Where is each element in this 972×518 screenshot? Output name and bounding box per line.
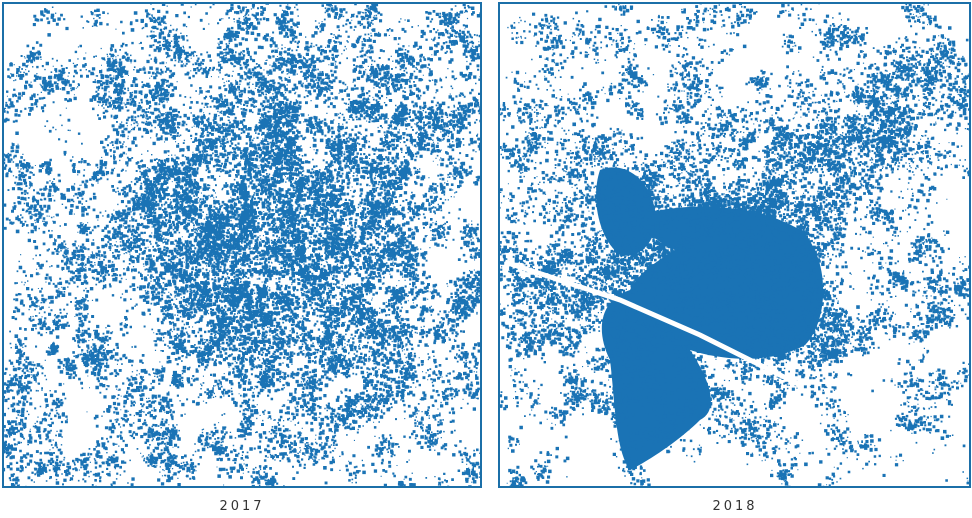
map-panel (472, 0, 972, 500)
panel-label: 2018 (712, 499, 757, 514)
panel-label: 2017 (219, 499, 264, 514)
land-cover (0, 0, 507, 509)
map-panel (0, 0, 507, 509)
figure: 2017 2018 (0, 0, 972, 518)
